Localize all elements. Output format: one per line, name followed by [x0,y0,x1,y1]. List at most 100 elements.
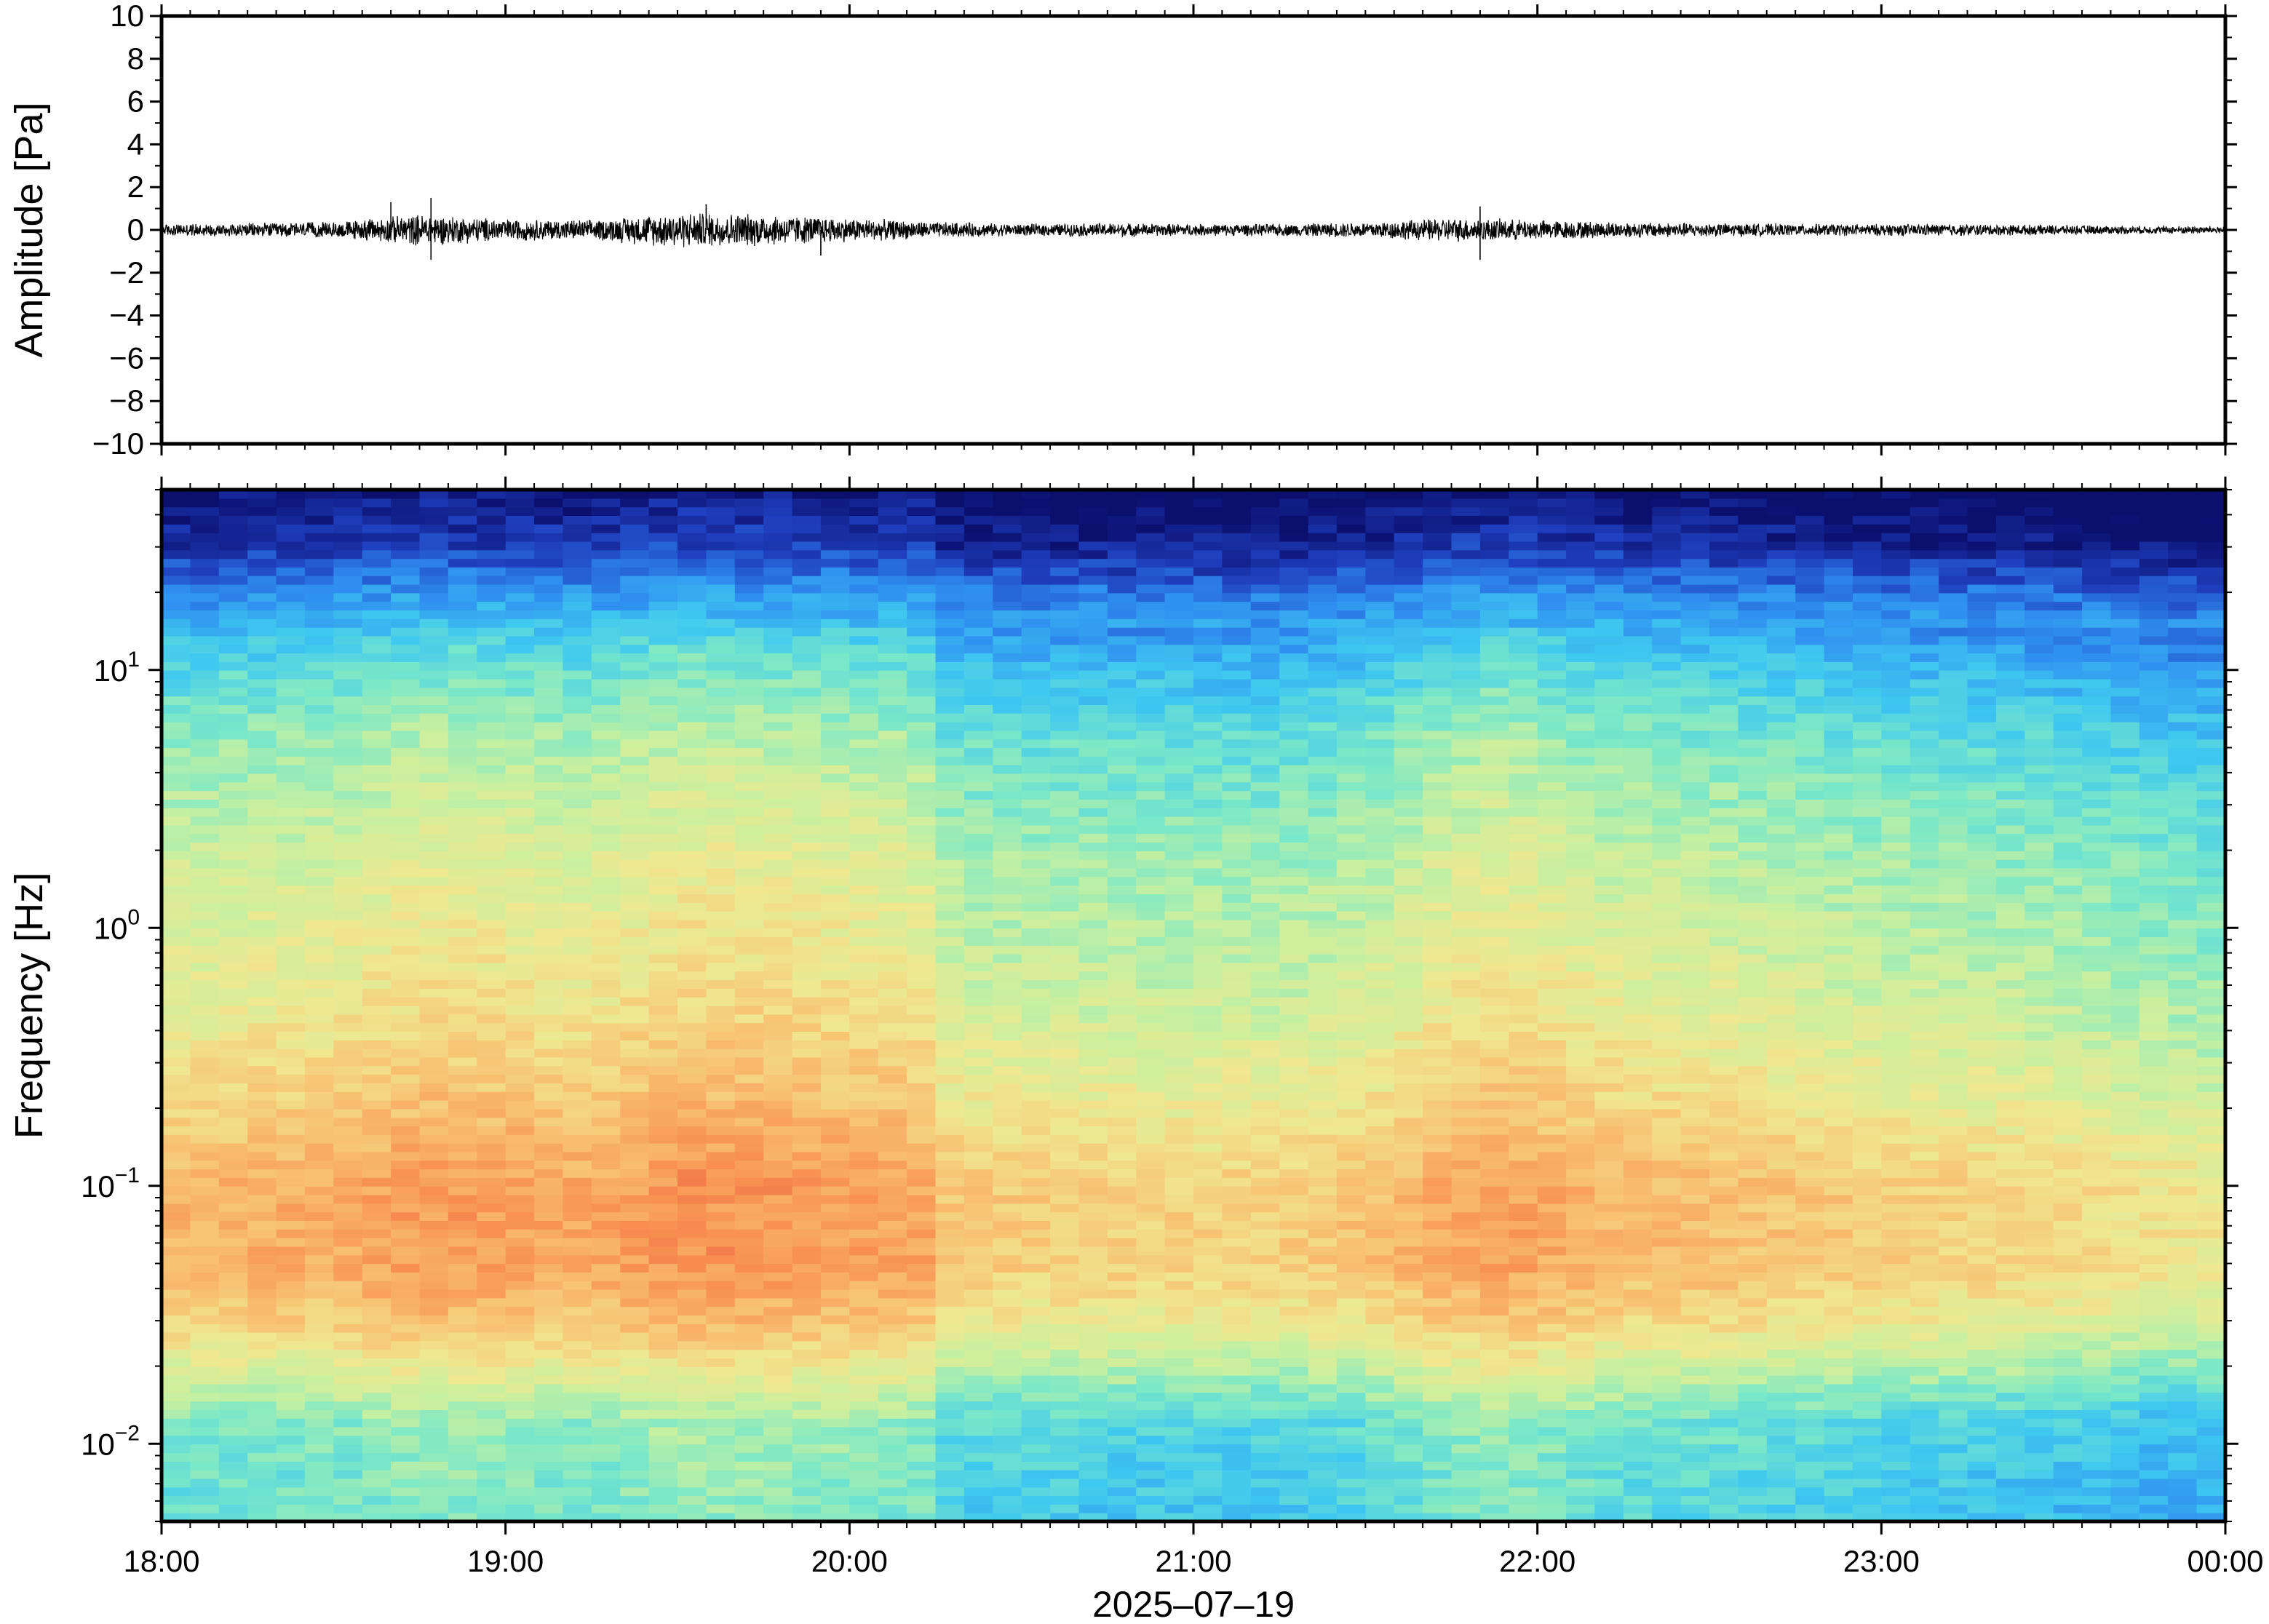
spectrogram-cell [1680,1289,1710,1299]
spectrogram-cell [276,1160,306,1170]
spectrogram-cell [505,1203,535,1213]
spectrogram-cell [1824,1143,1853,1153]
spectrogram-cell [448,1444,477,1454]
spectrogram-cell [1537,971,1567,981]
spectrogram-cell [2024,1263,2054,1273]
spectrogram-cell [1336,1160,1366,1170]
spectrogram-cell [2139,997,2169,1006]
spectrogram-cell [620,1083,650,1092]
spectrogram-cell [1594,1392,1624,1402]
spectrogram-cell [820,1134,850,1144]
spectrogram-cell [1537,1409,1567,1419]
spectrogram-cell [620,1495,650,1505]
spectrogram-cell [1394,1324,1423,1333]
spectrogram-cell [1594,1014,1624,1024]
spectrogram-cell [1566,1324,1596,1333]
spectrogram-cell [620,1366,650,1376]
spectrogram-cell [1652,1151,1682,1161]
spectrogram-cell [1336,1238,1366,1247]
spectrogram-cell [448,1306,477,1315]
spectrogram-cell [2110,979,2140,989]
spectrogram-cell [1852,1486,1882,1497]
spectrogram-cell [1738,1306,1768,1315]
spectrogram-cell [1107,1031,1137,1040]
spectrogram-cell [1451,1401,1481,1410]
spectrogram-cell [1451,1108,1481,1118]
spectrogram-cell [534,1358,564,1367]
spectrogram-cell [591,1254,621,1265]
spectrogram-cell [1164,1203,1194,1213]
spectrogram-cell [247,1461,277,1470]
spectrogram-cell [563,1289,592,1299]
spectrogram-cell [1910,1006,1939,1015]
spectrogram-cell [1852,1065,1882,1075]
spectrogram-cell [1652,1383,1682,1393]
spectrogram-cell [2082,1263,2112,1273]
spectrogram-cell [792,1022,822,1032]
spectrogram-cell [1021,1427,1051,1436]
spectrogram-cell [1939,1203,1968,1213]
spectrogram-cell [963,1169,993,1178]
spectrogram-cell [1852,954,1882,963]
spectrogram-cell [706,1324,736,1333]
spectrogram-cell [1881,1143,1911,1153]
spectrogram-cell [1107,1401,1137,1410]
spectrogram-cell [1222,1349,1252,1359]
spectrogram-cell [1423,1392,1453,1402]
spectrogram-cell [1107,1048,1137,1058]
spectrogram-cell [820,962,850,972]
spectrogram-cell [1537,1108,1567,1118]
spectrogram-cell [620,1117,650,1126]
spectrogram-cell [1479,1238,1509,1247]
spectrogram-cell [2024,1203,2054,1213]
spectrogram-cell [1967,1435,1997,1445]
spectrogram-cell [1451,1006,1481,1015]
spectrogram-cell [2168,1056,2198,1067]
spectrogram-cell [2168,1444,2198,1454]
spectrogram-cell [1479,1108,1509,1118]
spectrogram-cell [1652,1349,1682,1359]
amplitude-x-ticks [160,4,2227,455]
spectrogram-cell [1394,1478,1423,1488]
spectrogram-cell [1910,1211,1939,1221]
spectrogram-cell [2196,1056,2226,1067]
spectrogram-cell [1308,1177,1338,1187]
spectrogram-cell [2139,1306,2169,1315]
spectrogram-cell [563,988,592,998]
spectrogram-cell [333,1151,363,1161]
spectrogram-cell [820,1306,850,1315]
spectrogram-cell [1709,1169,1738,1178]
spectrogram-cell [1910,1366,1939,1376]
spectrogram-cell [1738,1160,1768,1170]
spectrogram-cell [677,988,707,998]
spectrogram-cell [1193,1263,1223,1273]
spectrogram-cell [1394,1246,1423,1256]
spectrogram-cell [1795,1014,1825,1024]
spectrogram-cell [1967,1254,1997,1265]
spectrogram-cell [1766,1186,1796,1195]
spectrogram-cell [1680,971,1710,981]
spectrogram-cell [878,1349,907,1359]
spectrogram-cell [1078,1281,1108,1290]
spectrogram-cell [2024,1478,2054,1488]
spectrogram-cell [591,979,621,989]
spectrogram-cell [1279,1108,1309,1118]
spectrogram-cell [2110,1289,2140,1299]
spectrogram-cell [477,1238,506,1247]
spectrogram-cell [1852,1203,1882,1213]
spectrogram-cell [1594,1495,1624,1505]
spectrogram-cell [1394,1048,1423,1058]
spectrogram-cell [1537,1151,1567,1161]
spectrogram-cell [591,1461,621,1470]
spectrogram-cell [1394,1375,1423,1385]
spectrogram-cell [2024,1409,2054,1419]
spectrogram-cell [1136,1392,1166,1402]
spectrogram-cell [1365,1126,1395,1135]
spectrogram-cell [763,1151,793,1161]
spectrogram-cell [1050,1220,1080,1230]
spectrogram-cell [706,1263,736,1273]
spectrogram-cell [505,1435,535,1445]
spectrogram-cell [763,1056,793,1067]
spectrogram-cell [448,1349,477,1359]
spectrogram-cell [1881,1470,1911,1479]
